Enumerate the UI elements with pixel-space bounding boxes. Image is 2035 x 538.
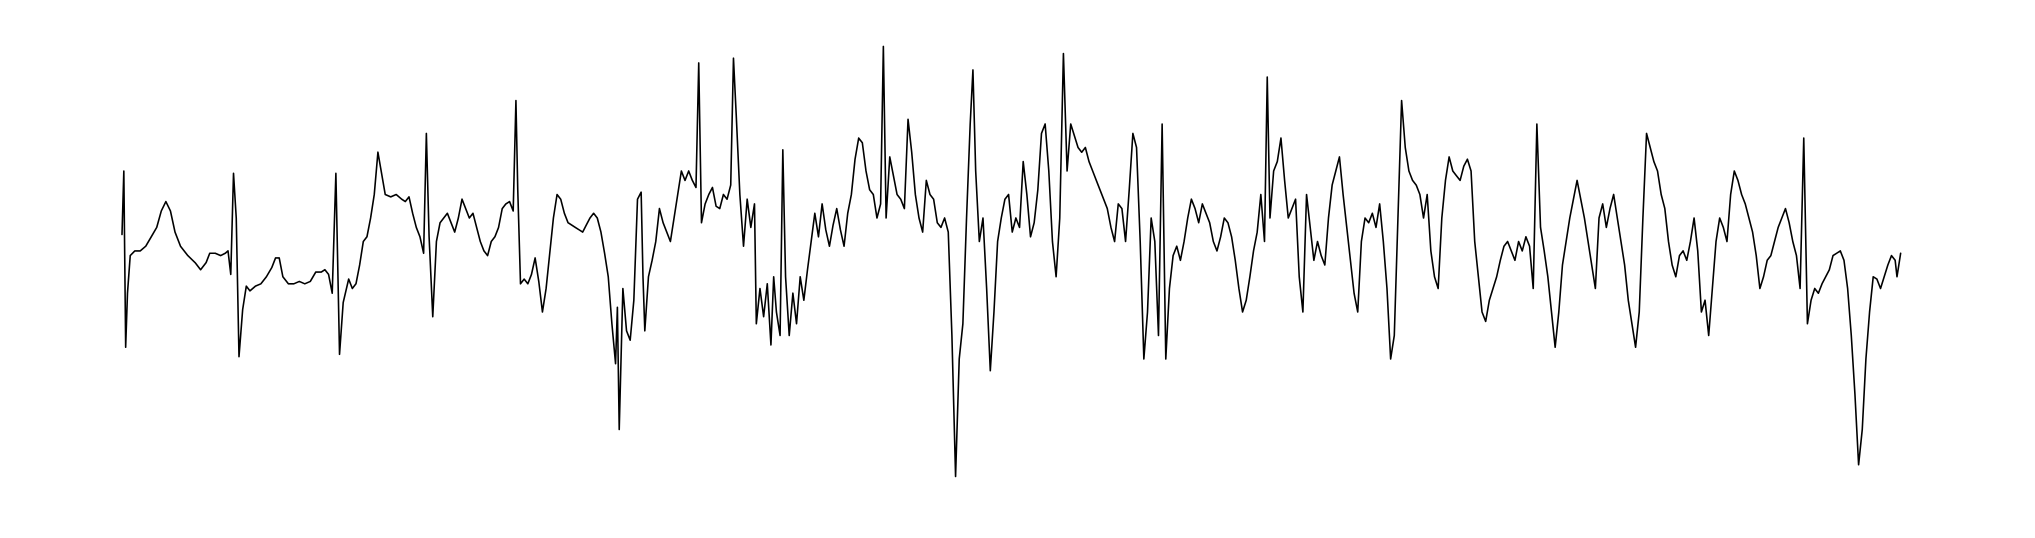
- series-layer: [121, 45, 1902, 478]
- series-line-0: [121, 45, 1902, 478]
